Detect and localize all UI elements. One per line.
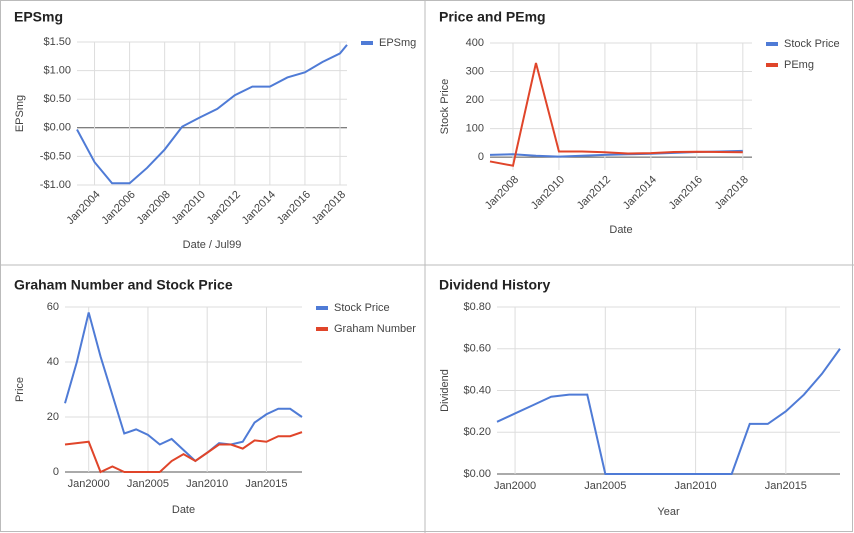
- x-tick-label: Jan2010: [674, 480, 716, 492]
- x-axis-label: Date: [609, 224, 632, 236]
- y-axis-label: Price: [14, 377, 26, 402]
- x-tick-label: Jan2012: [205, 189, 243, 227]
- y-tick-label: 400: [466, 37, 484, 49]
- legend-label: PEmg: [784, 59, 814, 71]
- x-tick-label: Jan2016: [667, 174, 705, 212]
- y-tick-label: 200: [466, 94, 484, 106]
- line-series: [64, 312, 303, 463]
- y-tick-label: 100: [466, 123, 484, 135]
- y-tick-label: $0.00: [43, 122, 71, 134]
- x-tick-label: Jan2015: [245, 478, 287, 490]
- x-tick-label: Jan2018: [713, 174, 751, 212]
- x-tick-label: Jan2014: [621, 174, 659, 212]
- line-series: [489, 62, 743, 167]
- x-tick-label: Jan2015: [765, 480, 807, 492]
- x-tick-label: Jan2004: [64, 189, 102, 227]
- x-tick-label: Jan2010: [529, 174, 567, 212]
- y-tick-label: 300: [466, 65, 484, 77]
- y-axis-label: Stock Price: [439, 79, 451, 135]
- x-tick-label: Jan2018: [310, 189, 348, 227]
- y-axis-label: Dividend: [439, 369, 451, 412]
- y-tick-label: 60: [47, 301, 59, 313]
- y-tick-label: 20: [47, 411, 59, 423]
- x-axis-label: Date / Jul99: [183, 239, 242, 251]
- y-tick-label: $1.00: [43, 65, 71, 77]
- legend-label: EPSmg: [379, 37, 416, 49]
- line-series: [496, 348, 841, 475]
- x-tick-label: Jan2000: [68, 478, 110, 490]
- y-tick-label: $0.40: [463, 384, 491, 396]
- legend-label: Stock Price: [334, 302, 390, 314]
- line-series: [64, 431, 303, 474]
- legend-label: Stock Price: [784, 38, 840, 50]
- chart-title: EPSmg: [14, 9, 63, 25]
- y-tick-label: -$1.00: [40, 179, 71, 191]
- x-tick-label: Jan2010: [170, 189, 208, 227]
- y-tick-label: 0: [478, 151, 484, 163]
- chart-title: Price and PEmg: [439, 9, 546, 25]
- x-tick-label: Jan2010: [186, 478, 228, 490]
- x-tick-label: Jan2000: [494, 480, 536, 492]
- x-tick-label: Jan2005: [127, 478, 169, 490]
- chart-title: Graham Number and Stock Price: [14, 277, 233, 293]
- x-tick-label: Jan2006: [99, 189, 137, 227]
- x-tick-label: Jan2016: [275, 189, 313, 227]
- chart-title: Dividend History: [439, 277, 550, 293]
- y-tick-label: 40: [47, 356, 59, 368]
- x-tick-label: Jan2008: [135, 189, 173, 227]
- y-tick-label: $0.60: [463, 343, 491, 355]
- x-tick-label: Jan2005: [584, 480, 626, 492]
- x-tick-label: Jan2012: [575, 174, 613, 212]
- y-tick-label: $1.50: [43, 36, 71, 48]
- y-tick-label: $0.20: [463, 426, 491, 438]
- y-tick-label: -$0.50: [40, 150, 71, 162]
- line-series: [76, 44, 348, 185]
- y-axis-label: EPSmg: [14, 95, 26, 132]
- legend-label: Graham Number: [334, 323, 416, 335]
- y-tick-label: $0.00: [463, 468, 491, 480]
- y-tick-label: 0: [53, 466, 59, 478]
- x-tick-label: Jan2008: [483, 174, 521, 212]
- x-axis-label: Year: [657, 506, 680, 518]
- x-tick-label: Jan2014: [240, 189, 278, 227]
- y-tick-label: $0.50: [43, 93, 71, 105]
- x-axis-label: Date: [172, 504, 195, 516]
- y-tick-label: $0.80: [463, 301, 491, 313]
